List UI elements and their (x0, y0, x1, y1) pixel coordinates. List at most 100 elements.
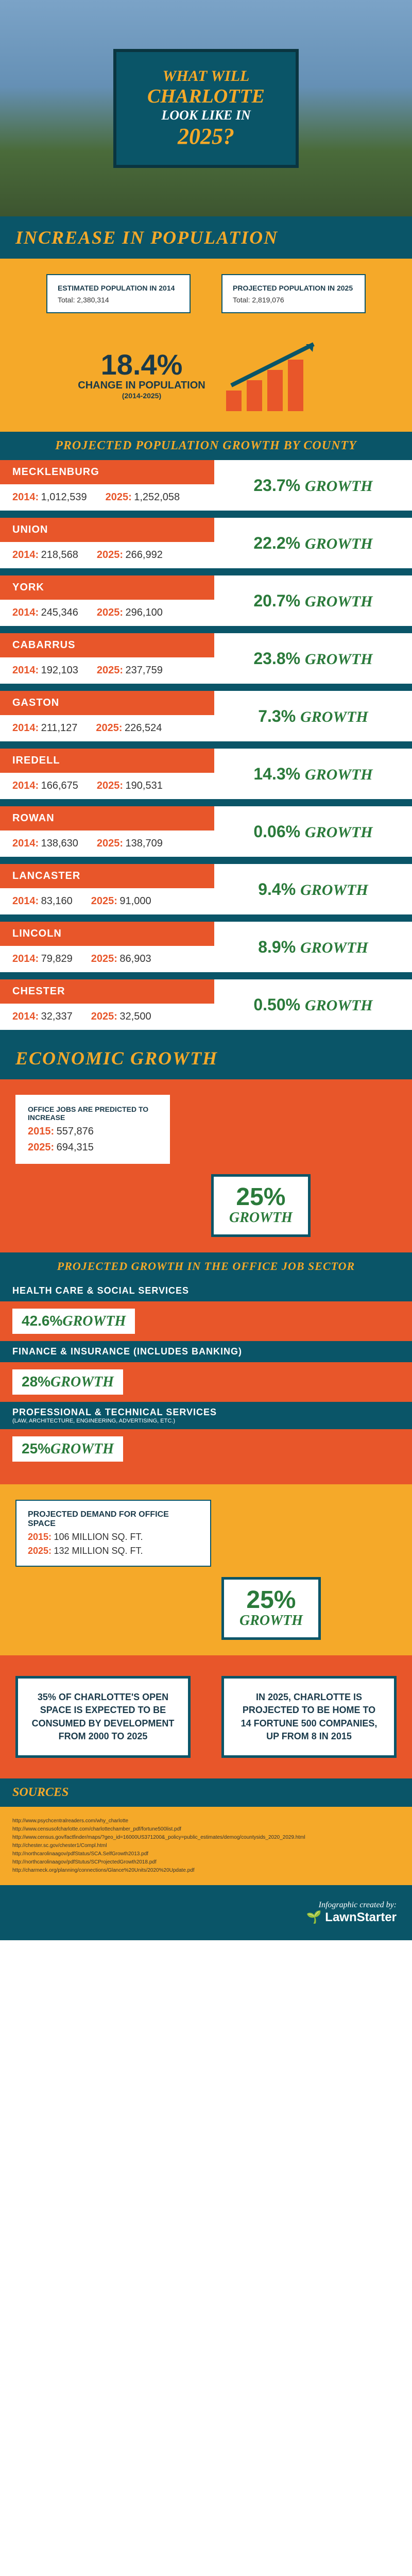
county-name: LANCASTER (0, 864, 214, 888)
county-growth: 9.4% GROWTH (258, 880, 368, 899)
county-year-value: 83,160 (41, 895, 73, 907)
office-jobs-growth-pct: 25% (229, 1185, 293, 1210)
county-year-label: 2025: (91, 1011, 117, 1022)
county-year-value: 218,568 (41, 549, 78, 561)
demand-growth-word: GROWTH (239, 1613, 303, 1629)
county-name: ROWAN (0, 806, 214, 831)
county-year-value: 192,103 (41, 665, 78, 676)
pop-change-years: (2014-2025) (78, 392, 205, 400)
sector-bar: FINANCE & INSURANCE (INCLUDES BANKING) (0, 1341, 412, 1362)
footer-logo: 🌱 LawnStarter (15, 1910, 397, 1925)
hero-line1: WHAT WILL (137, 67, 275, 85)
county-growth: 0.06% GROWTH (253, 822, 372, 841)
hero-title-box: WHAT WILL CHARLOTTE LOOK LIKE IN 2025? (113, 49, 299, 168)
county-year-value: 86,903 (119, 953, 151, 964)
county-year-label: 2014: (12, 492, 39, 503)
pop-proj-title: PROJECTED POPULATION IN 2025 (233, 283, 354, 293)
demand-section: PROJECTED DEMAND FOR OFFICE SPACE 2015: … (0, 1484, 412, 1655)
county-name: YORK (0, 575, 214, 600)
office-jobs-title: OFFICE JOBS ARE PREDICTED TO INCREASE (28, 1105, 158, 1122)
hero-line2: CHARLOTTE (137, 85, 275, 108)
county-row: ROWAN 2014: 138,630 2025: 138,709 0.06% … (0, 806, 412, 864)
demand-box: PROJECTED DEMAND FOR OFFICE SPACE 2015: … (15, 1500, 211, 1567)
hero-line4: 2025? (137, 123, 275, 149)
demand-growth-pct: 25% (239, 1588, 303, 1613)
county-growth: 7.3% GROWTH (258, 707, 368, 726)
county-row: CHESTER 2014: 32,337 2025: 32,500 0.50% … (0, 979, 412, 1037)
county-name: IREDELL (0, 749, 214, 773)
county-name: UNION (0, 518, 214, 542)
county-row: IREDELL 2014: 166,675 2025: 190,531 14.3… (0, 749, 412, 806)
county-row: UNION 2014: 218,568 2025: 266,992 22.2% … (0, 518, 412, 575)
pop-projected-box: PROJECTED POPULATION IN 2025 Total: 2,81… (221, 274, 366, 313)
county-year-label: 2025: (97, 607, 123, 618)
county-year-value: 91,000 (119, 895, 151, 907)
sector-growth: 42.6%GROWTH (12, 1309, 135, 1334)
county-year-label: 2014: (12, 1011, 39, 1022)
sector-growth-row: 25%GROWTH (0, 1429, 412, 1469)
county-row: LINCOLN 2014: 79,829 2025: 86,903 8.9% G… (0, 922, 412, 979)
county-year-label: 2014: (12, 722, 39, 734)
county-name: CHESTER (0, 979, 214, 1004)
office-jobs-box: OFFICE JOBS ARE PREDICTED TO INCREASE 20… (15, 1095, 170, 1164)
county-year-value: 138,709 (126, 838, 163, 849)
county-year-value: 1,012,539 (41, 492, 87, 503)
office-sector-header: PROJECTED GROWTH IN THE OFFICE JOB SECTO… (0, 1252, 412, 1280)
growth-chart-icon (221, 334, 334, 416)
county-year-value: 296,100 (126, 607, 163, 618)
county-year-value: 32,500 (119, 1011, 151, 1022)
economic-section: OFFICE JOBS ARE PREDICTED TO INCREASE 20… (0, 1079, 412, 1252)
county-year-label: 2025: (97, 780, 123, 791)
county-year-value: 237,759 (126, 665, 163, 676)
county-year-value: 79,829 (41, 953, 73, 964)
sector-name: FINANCE & INSURANCE (INCLUDES BANKING) (12, 1346, 242, 1357)
openspace-box: 35% OF CHARLOTTE'S OPEN SPACE IS EXPECTE… (15, 1676, 191, 1758)
county-year-value: 226,524 (125, 722, 162, 734)
sector-name: PROFESSIONAL & TECHNICAL SERVICES (12, 1407, 217, 1417)
county-row: GASTON 2014: 211,127 2025: 226,524 7.3% … (0, 691, 412, 749)
population-header: INCREASE IN POPULATION (0, 216, 412, 259)
county-year-label: 2014: (12, 780, 39, 791)
county-header: PROJECTED POPULATION GROWTH BY COUNTY (0, 432, 412, 460)
pop-est-title: ESTIMATED POPULATION IN 2014 (58, 283, 179, 293)
county-growth: 8.9% GROWTH (258, 938, 368, 957)
county-growth: 20.7% GROWTH (253, 591, 372, 611)
hero: WHAT WILL CHARLOTTE LOOK LIKE IN 2025? (0, 0, 412, 216)
county-name: CABARRUS (0, 633, 214, 657)
office-sector-header-text: PROJECTED GROWTH IN THE OFFICE JOB SECTO… (10, 1260, 402, 1273)
office-jobs-growth-box: 25% GROWTH (211, 1174, 311, 1237)
demand-growth-box: 25% GROWTH (221, 1577, 321, 1640)
sector-growth-row: 42.6%GROWTH (0, 1301, 412, 1341)
county-growth: 23.7% GROWTH (253, 476, 372, 495)
pop-proj-total: Total: 2,819,076 (233, 296, 354, 304)
county-growth: 22.2% GROWTH (253, 534, 372, 553)
county-year-label: 2025: (91, 895, 117, 907)
county-growth: 14.3% GROWTH (253, 765, 372, 784)
sector-sub: (LAW, ARCHITECTURE, ENGINEERING, ADVERTI… (12, 1418, 400, 1424)
demand-title: PROJECTED DEMAND FOR OFFICE SPACE (28, 1510, 199, 1529)
county-row: MECKLENBURG 2014: 1,012,539 2025: 1,252,… (0, 460, 412, 518)
pop-est-total: Total: 2,380,314 (58, 296, 179, 304)
sources-header-text: SOURCES (12, 1786, 400, 1800)
pop-change-box: 18.4% CHANGE IN POPULATION (2014-2025) (78, 350, 205, 400)
county-row: LANCASTER 2014: 83,160 2025: 91,000 9.4%… (0, 864, 412, 922)
office-jobs-growth-word: GROWTH (229, 1210, 293, 1226)
fortune-box: IN 2025, CHARLOTTE IS PROJECTED TO BE HO… (221, 1676, 397, 1758)
county-year-label: 2014: (12, 953, 39, 964)
pop-change-pct: 18.4% (78, 350, 205, 379)
economic-header-text: ECONOMIC GROWTH (15, 1047, 397, 1069)
sector-name: HEALTH CARE & SOCIAL SERVICES (12, 1285, 189, 1296)
county-year-label: 2014: (12, 665, 39, 676)
county-growth: 0.50% GROWTH (253, 995, 372, 1014)
population-header-text: INCREASE IN POPULATION (15, 227, 397, 248)
county-year-value: 166,675 (41, 780, 78, 791)
sector-growth-row: 28%GROWTH (0, 1362, 412, 1402)
county-year-value: 211,127 (41, 722, 78, 734)
sources-body: http://www.psychcentralreaders.com/why_c… (0, 1807, 412, 1885)
sector-bar: HEALTH CARE & SOCIAL SERVICES (0, 1280, 412, 1301)
county-name: MECKLENBURG (0, 460, 214, 484)
openspace-text: 35% OF CHARLOTTE'S OPEN SPACE IS EXPECTE… (30, 1691, 176, 1743)
sector-bar: PROFESSIONAL & TECHNICAL SERVICES(LAW, A… (0, 1402, 412, 1429)
county-year-label: 2014: (12, 895, 39, 907)
openspace-section: 35% OF CHARLOTTE'S OPEN SPACE IS EXPECTE… (0, 1655, 412, 1778)
